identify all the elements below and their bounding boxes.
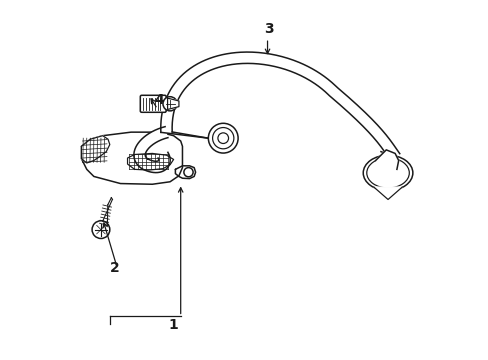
Circle shape — [163, 97, 177, 111]
Polygon shape — [81, 132, 182, 184]
Text: 1: 1 — [168, 318, 178, 332]
Circle shape — [218, 133, 228, 144]
FancyBboxPatch shape — [140, 95, 166, 112]
Text: 4: 4 — [154, 93, 163, 107]
Polygon shape — [134, 127, 170, 172]
Circle shape — [92, 221, 110, 238]
Circle shape — [208, 123, 238, 153]
Ellipse shape — [366, 158, 408, 188]
Circle shape — [183, 168, 193, 177]
Polygon shape — [375, 150, 398, 169]
Text: 2: 2 — [110, 261, 120, 275]
Text: 3: 3 — [264, 22, 273, 36]
Circle shape — [212, 127, 233, 149]
Polygon shape — [81, 136, 110, 163]
Polygon shape — [127, 153, 173, 170]
Polygon shape — [175, 166, 195, 179]
Ellipse shape — [363, 155, 412, 191]
Polygon shape — [373, 187, 402, 199]
Polygon shape — [167, 98, 179, 109]
Polygon shape — [161, 52, 399, 160]
